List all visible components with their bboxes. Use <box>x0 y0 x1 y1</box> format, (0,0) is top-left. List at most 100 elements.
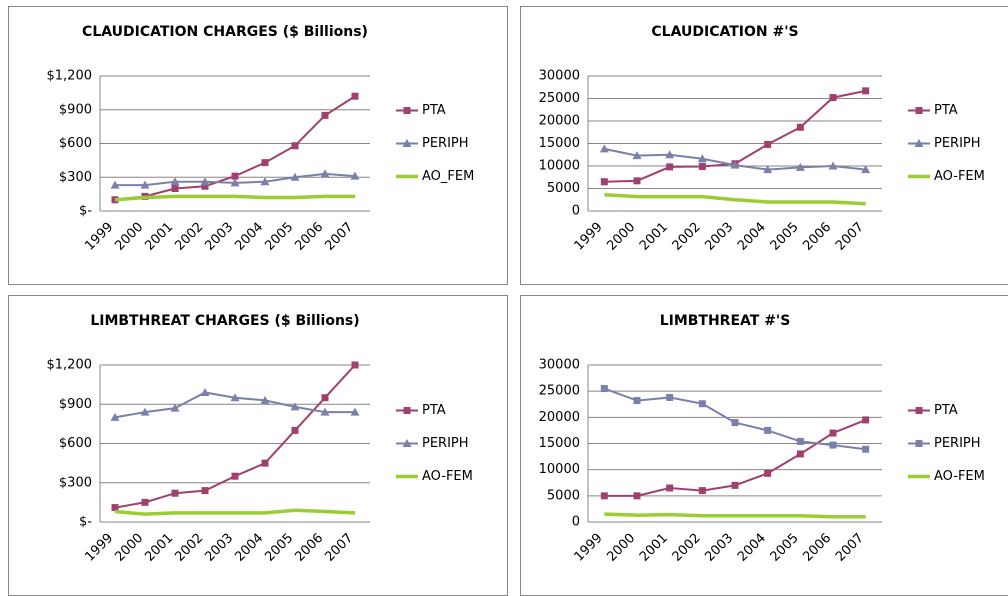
data-point <box>862 445 870 453</box>
y-tick-label: 25000 <box>539 91 580 106</box>
chart-panel: LIMBTHREAT #'S 0 5000 10000 15000 20000 25000 3… <box>520 295 1008 596</box>
y-tick-label: 15000 <box>539 436 580 451</box>
data-point <box>200 387 210 396</box>
data-point <box>290 402 300 411</box>
data-point <box>141 498 149 506</box>
legend-marker <box>402 139 412 147</box>
data-point <box>140 407 150 416</box>
legend-label: AO-FEM <box>934 469 985 484</box>
y-tick-label: 20000 <box>539 410 580 425</box>
legend-label: PTA <box>422 103 446 118</box>
data-point <box>829 94 837 102</box>
panel-border <box>520 295 1008 596</box>
data-point <box>291 142 299 150</box>
chart-title: CLAUDICATION #'S <box>651 24 798 40</box>
y-tick-label: 5000 <box>547 181 580 196</box>
data-point <box>260 395 270 404</box>
legend-marker <box>402 439 412 447</box>
data-point <box>600 385 608 393</box>
data-point <box>633 177 641 185</box>
data-point <box>764 469 772 477</box>
y-tick-label: 30000 <box>539 358 580 373</box>
data-point <box>351 361 359 369</box>
legend-label: AO-FEM <box>422 469 473 484</box>
legend-label: AO_FEM <box>422 169 474 184</box>
y-tick-label: $1,200 <box>47 69 93 84</box>
chart-panel: CLAUDICATION CHARGES ($ Billions) $- $300 $… <box>8 6 508 285</box>
y-tick-label: 25000 <box>539 384 580 399</box>
data-point <box>171 185 179 192</box>
panel-border <box>8 295 508 596</box>
data-point <box>171 489 179 497</box>
legend-label: PERIPH <box>422 436 469 451</box>
data-point <box>666 163 674 171</box>
y-tick-label: $600 <box>59 436 92 451</box>
data-point <box>600 492 608 500</box>
data-point <box>231 472 239 480</box>
data-point <box>796 437 804 445</box>
data-point <box>730 160 740 169</box>
data-point <box>170 403 180 412</box>
data-point <box>201 182 209 190</box>
data-point <box>110 180 120 189</box>
data-point <box>763 165 773 174</box>
legend-marker <box>915 407 923 414</box>
panel-border <box>8 6 508 285</box>
series-line <box>114 508 356 516</box>
chart-title: CLAUDICATION CHARGES ($ Billions) <box>82 24 368 40</box>
data-point <box>170 177 180 186</box>
chart-panel: LIMBTHREAT CHARGES ($ Billions) $- $300 $60… <box>8 295 508 596</box>
data-point <box>200 177 210 186</box>
data-point <box>862 416 870 424</box>
chart-panel: CLAUDICATION #'S 0 5000 10000 15000 20000 2500… <box>520 6 1008 285</box>
legend-marker <box>915 107 923 114</box>
data-point <box>861 165 871 174</box>
data-point <box>795 162 805 171</box>
data-point <box>201 487 209 495</box>
data-point <box>633 492 641 500</box>
data-point <box>140 180 150 189</box>
data-point <box>862 87 870 95</box>
data-point <box>350 171 360 180</box>
data-point <box>632 151 642 160</box>
y-tick-label: 15000 <box>539 136 580 151</box>
data-point <box>698 162 706 170</box>
data-point <box>261 459 269 467</box>
data-point <box>230 178 240 187</box>
y-tick-label: $900 <box>59 397 92 412</box>
y-tick-label: 10000 <box>539 462 580 477</box>
data-point <box>697 154 707 163</box>
data-point <box>731 419 739 427</box>
data-point <box>764 140 772 148</box>
y-tick-label: $900 <box>59 102 92 117</box>
data-point <box>796 450 804 458</box>
data-point <box>665 150 675 159</box>
data-point <box>698 400 706 408</box>
legend-label: PERIPH <box>934 436 981 451</box>
data-point <box>290 172 300 181</box>
chart-title: LIMBTHREAT #'S <box>660 313 791 329</box>
data-point <box>731 481 739 489</box>
data-point <box>600 178 608 186</box>
data-point <box>666 484 674 492</box>
data-point <box>321 394 329 402</box>
legend-label: PTA <box>934 103 958 118</box>
series-line <box>604 512 866 519</box>
legend-marker <box>915 440 923 447</box>
y-tick-label: $- <box>79 515 92 530</box>
data-point <box>599 144 609 153</box>
data-point <box>261 159 269 167</box>
y-tick-label: 5000 <box>547 488 580 503</box>
data-point <box>320 169 330 178</box>
series-line <box>604 193 866 206</box>
data-point <box>350 407 360 416</box>
legend-label: PTA <box>422 403 446 418</box>
data-point <box>260 177 270 186</box>
data-point <box>829 429 837 437</box>
y-tick-label: $300 <box>59 170 92 185</box>
data-point <box>828 161 838 170</box>
legend-label: PERIPH <box>934 136 981 151</box>
legend-label: PTA <box>934 403 958 418</box>
data-point <box>110 412 120 421</box>
